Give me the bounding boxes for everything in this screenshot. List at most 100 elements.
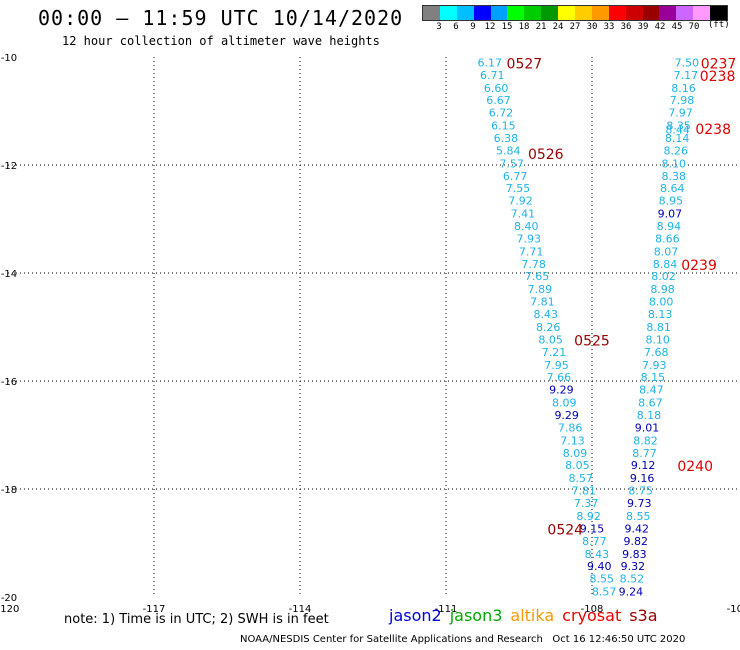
footer-credit: NOAA/NESDIS Center for Satellite Applica… <box>240 634 685 645</box>
wave-height-point: 8.38 <box>662 170 687 183</box>
satellite-legend-jason3: jason3 <box>449 606 503 625</box>
color-scale-tick-label: 39 <box>637 22 649 32</box>
wave-height-point: 8.47 <box>639 384 664 397</box>
wave-height-point: 8.43 <box>534 308 559 321</box>
wave-height-point: 7.37 <box>574 497 599 510</box>
wave-height-point: 7.95 <box>544 359 569 372</box>
wave-height-point: 8.10 <box>662 157 687 170</box>
wave-height-point: 8.26 <box>663 144 688 157</box>
wave-height-point: 8.14 <box>665 132 690 145</box>
color-scale-tick-label: 9 <box>470 22 476 32</box>
satellite-legend-cryosat: cryosat <box>562 606 622 625</box>
color-scale-legend: 3 6 9 12 15 18 21 24 27 30 33 36 39 42 45 70 (ft) <box>422 5 730 33</box>
wave-height-point: 6.72 <box>489 107 514 120</box>
color-scale-swatches <box>422 5 728 21</box>
y-tick-label: -18 <box>1 485 17 496</box>
wave-height-point: 8.09 <box>552 397 577 410</box>
wave-height-point: 8.05 <box>538 333 563 346</box>
color-swatch <box>541 6 559 20</box>
wave-height-point: 7.65 <box>525 270 550 283</box>
y-tick-label: -16 <box>1 377 17 388</box>
chart-title: 00:00 – 11:59 UTC 10/14/2020 <box>38 6 404 30</box>
wave-height-point: 7.86 <box>558 421 583 434</box>
wave-height-point: 6.17 <box>478 56 503 69</box>
pass-time-label: 0238 <box>700 69 736 85</box>
wave-height-point: 8.64 <box>660 182 685 195</box>
wave-height-point: 6.60 <box>484 82 509 95</box>
color-scale-ticks: 3 6 9 12 15 18 21 24 27 30 33 36 39 42 45 70 <box>422 21 728 33</box>
satellite-legend-altika: altika <box>510 606 555 625</box>
color-swatch <box>710 6 728 20</box>
wave-height-point: 9.29 <box>554 409 579 422</box>
wave-height-point: 8.67 <box>638 397 663 410</box>
wave-height-point: 9.07 <box>658 208 683 221</box>
y-tick-label: -12 <box>1 161 17 172</box>
wave-height-point: 8.82 <box>633 434 658 447</box>
pass-time-label: 0525 <box>574 334 610 350</box>
footnote-note: note: 1) Time is in UTC; 2) SWH is in fe… <box>64 612 329 627</box>
generated-timestamp: Oct 16 12:46:50 UTC 2020 <box>552 634 686 645</box>
wave-height-point: 8.94 <box>657 220 682 233</box>
plot-grid <box>8 57 738 597</box>
wave-height-point: 8.00 <box>649 296 674 309</box>
wave-height-point: 8.07 <box>654 245 679 258</box>
wave-height-point: 6.77 <box>503 170 528 183</box>
wave-height-point: 7.81 <box>571 485 596 498</box>
color-scale-tick-label: 6 <box>453 22 459 32</box>
color-swatch <box>473 6 491 20</box>
color-swatch <box>507 6 525 20</box>
wave-height-point: 6.15 <box>491 120 516 133</box>
wave-height-point: 7.78 <box>521 258 546 271</box>
pass-time-label: 0239 <box>681 258 717 274</box>
wave-height-point: 7.81 <box>530 296 555 309</box>
wave-height-point: 8.98 <box>650 283 675 296</box>
wave-height-point: 9.83 <box>622 548 647 561</box>
wave-height-point: 8.55 <box>626 510 651 523</box>
wave-height-point: 8.05 <box>565 459 590 472</box>
color-swatch <box>642 6 660 20</box>
wave-height-point: 8.77 <box>582 535 607 548</box>
wave-height-point: 7.71 <box>519 245 544 258</box>
color-swatch <box>591 6 609 20</box>
credit-text: NOAA/NESDIS Center for Satellite Applica… <box>240 634 543 645</box>
wave-height-point: 8.26 <box>536 321 561 334</box>
x-tick-label: -111 <box>435 604 458 615</box>
wave-height-point: 5.84 <box>496 144 521 157</box>
y-tick-label: -14 <box>1 269 17 280</box>
wave-height-point: 9.12 <box>631 459 656 472</box>
wave-height-point: 9.01 <box>635 421 660 434</box>
color-swatch <box>524 6 542 20</box>
wave-height-point: 7.17 <box>674 69 699 82</box>
wave-height-point: 8.15 <box>641 371 666 384</box>
wave-height-point: 8.57 <box>592 586 617 599</box>
x-tick-label: -117 <box>143 604 166 615</box>
color-swatch <box>625 6 643 20</box>
color-scale-tick-label: 33 <box>603 22 615 32</box>
color-swatch <box>490 6 508 20</box>
color-scale-tick-label: 15 <box>501 22 513 32</box>
wave-height-point: 8.84 <box>653 258 678 271</box>
wave-height-point: 8.44 <box>665 123 690 136</box>
wave-height-point: 7.41 <box>511 208 536 221</box>
pass-time-label: 0527 <box>507 56 543 72</box>
satellite-legend: jason2 jason3 altika cryosat s3a <box>389 606 666 625</box>
wave-height-point: 9.32 <box>621 560 646 573</box>
wave-height-point: 8.18 <box>637 409 662 422</box>
wave-height-point: 7.89 <box>528 283 553 296</box>
wave-height-point: 9.40 <box>587 560 612 573</box>
wave-height-point: 7.66 <box>547 371 572 384</box>
wave-height-point: 7.55 <box>506 182 531 195</box>
pass-time-label: 0240 <box>677 459 713 475</box>
wave-height-point: 9.16 <box>630 472 655 485</box>
color-scale-tick-label: 45 <box>671 22 683 32</box>
y-tick-label: -20 <box>1 593 17 604</box>
color-scale-units: (ft) <box>708 20 730 30</box>
wave-height-point: 8.02 <box>651 270 676 283</box>
color-scale-tick-label: 36 <box>620 22 632 32</box>
wave-height-point: 7.98 <box>670 94 695 107</box>
wave-height-point: 8.75 <box>628 485 653 498</box>
wave-height-point: 6.67 <box>486 94 511 107</box>
wave-height-point: 8.10 <box>645 333 670 346</box>
color-swatch <box>659 6 677 20</box>
